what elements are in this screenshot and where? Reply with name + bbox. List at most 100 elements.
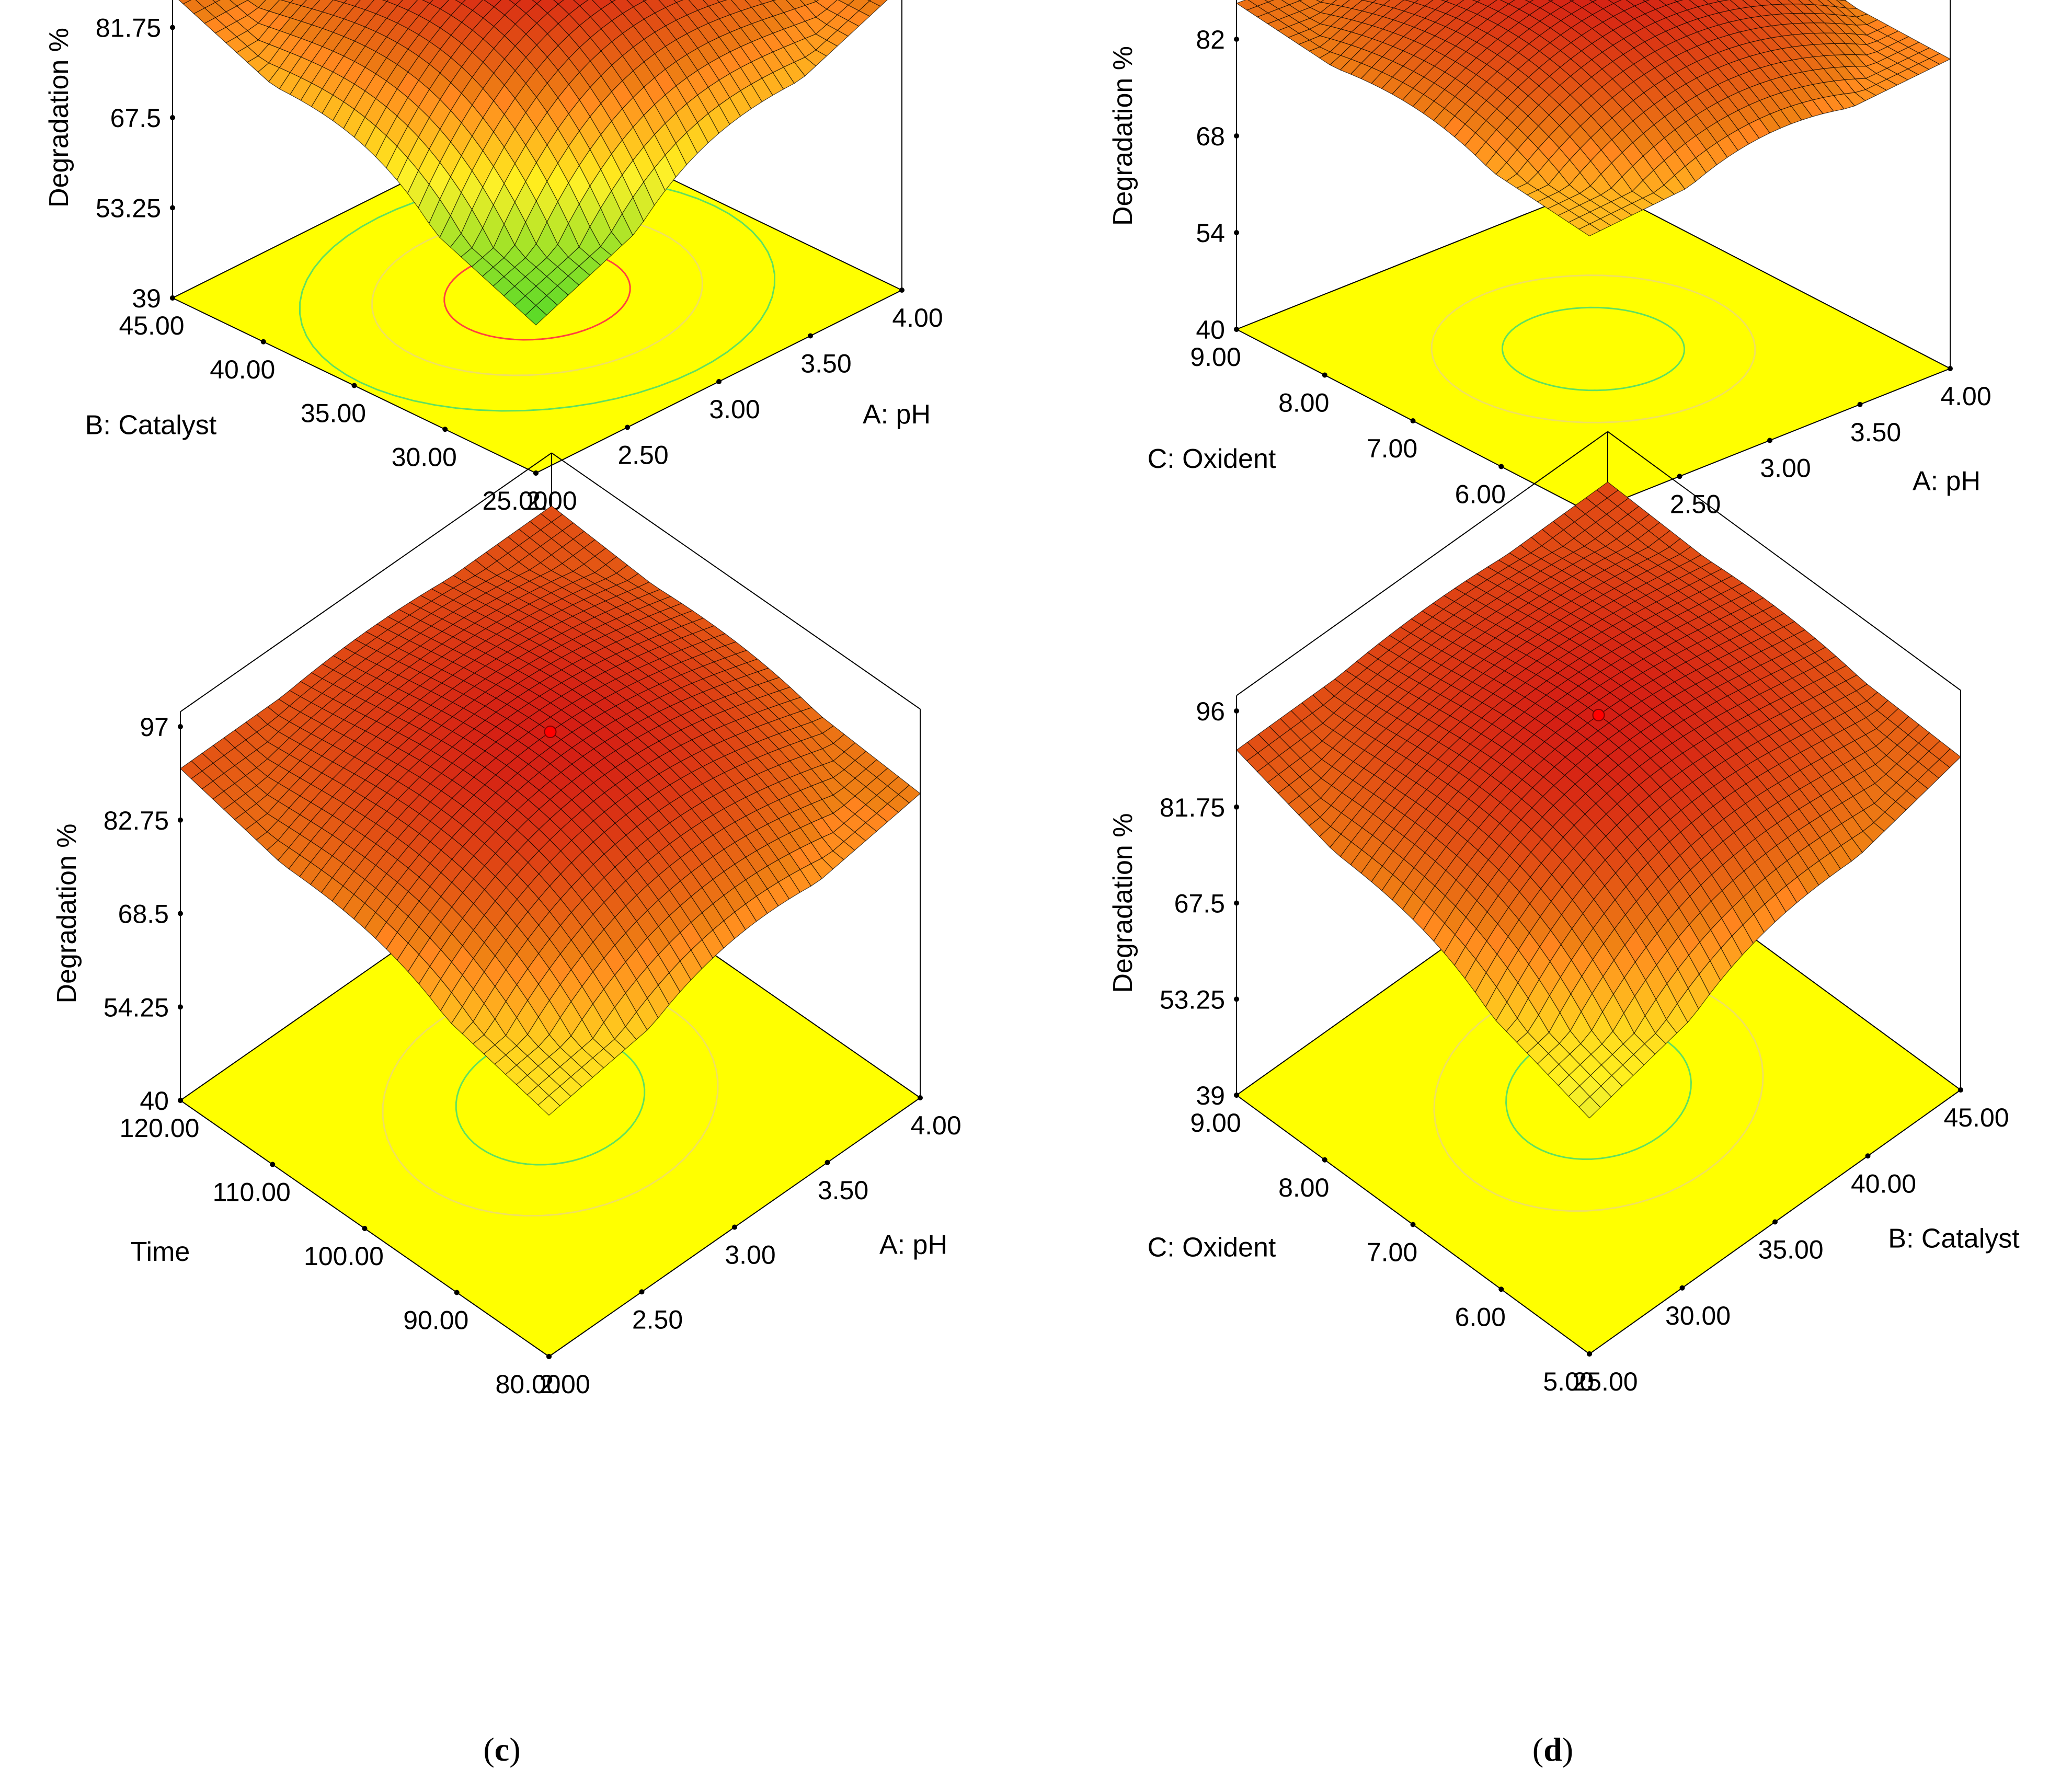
x-tick-label: 3.00 [709, 395, 760, 424]
y-tick-label: 120.00 [120, 1113, 200, 1143]
y-tick-mark [1410, 1222, 1416, 1227]
x-tick-label: 4.00 [892, 303, 943, 332]
x-tick-label: 3.50 [1850, 418, 1901, 447]
y-tick-label: 110.00 [213, 1178, 291, 1207]
surface-cell [1525, 0, 1534, 3]
z-tick-mark [1234, 804, 1239, 810]
y-tick-mark [1498, 1286, 1504, 1292]
x-tick-mark [1958, 1087, 1963, 1093]
z-tick-label: 40 [1196, 315, 1225, 344]
x-tick-label: 3.50 [800, 349, 851, 378]
y-tick-mark [1410, 418, 1416, 423]
y-tick-label: 8.00 [1278, 388, 1329, 418]
z-tick-label: 97 [140, 713, 169, 742]
y-tick-mark [1234, 327, 1239, 332]
y-tick-label: 25.00 [482, 486, 547, 515]
y-tick-mark [1498, 464, 1504, 469]
z-tick-label: 67.5 [110, 104, 161, 133]
z-axis-title: Degradation % [52, 824, 82, 1004]
y-axis-title: C: Oxident [1148, 1233, 1276, 1263]
z-tick-label: 53.25 [96, 194, 161, 223]
z-tick-label: 82.75 [104, 806, 169, 835]
y-tick-mark [1322, 372, 1327, 378]
x-tick-mark [825, 1159, 830, 1165]
surface-cell [509, 0, 521, 5]
peak-point [544, 726, 557, 739]
z-tick-mark [178, 1004, 183, 1010]
z-tick-label: 67.5 [1174, 889, 1225, 918]
x-tick-label: 2.50 [632, 1305, 683, 1334]
surface-cell [1589, 0, 1597, 3]
surface-plot-b: 9682685440Degradation %2.002.503.003.504… [1108, 0, 1991, 555]
surface-plot-d: 96 81.75 67.5 53.25 39 Degradation % 25.00 30.0… [1108, 431, 2020, 1396]
y-tick-mark [533, 470, 539, 476]
x-axis-title: A: pH [1913, 466, 1981, 497]
z-tick-mark [1234, 708, 1239, 714]
y-tick-label: 7.00 [1367, 1238, 1417, 1267]
y-tick-label: 90.00 [403, 1306, 468, 1335]
y-tick-label: 8.00 [1278, 1173, 1329, 1202]
z-tick-label: 39 [132, 284, 161, 313]
z-tick-label: 39 [1196, 1081, 1225, 1110]
y-axis-title: Time [131, 1237, 190, 1267]
box-edge [1236, 431, 1608, 696]
z-tick-label: 82 [1196, 25, 1225, 54]
contour-line [1430, 274, 1756, 423]
box-edge [180, 452, 552, 713]
plot-group: 97 82.75 68.5 54.25 40 Degradation % 2.00 2.50 3… [52, 452, 961, 1399]
surface-cell [532, 0, 542, 4]
surface-cell [455, 0, 466, 4]
surface-mesh [1236, 481, 1961, 1119]
z-tick-mark [1234, 37, 1239, 42]
x-tick-label: 4.00 [910, 1111, 961, 1140]
y-tick-mark [442, 427, 448, 432]
caption-d: (d) [1532, 1731, 1574, 1768]
x-tick-label: 25.00 [1572, 1367, 1638, 1396]
y-tick-mark [1587, 1351, 1592, 1357]
x-tick-mark [625, 424, 630, 430]
x-tick-mark [639, 1289, 645, 1295]
z-tick-mark [170, 115, 175, 120]
x-tick-label: 4.00 [1940, 382, 1991, 411]
y-tick-label: 35.00 [301, 399, 366, 428]
y-tick-mark [546, 1354, 552, 1359]
z-axis-title: Degradation % [44, 28, 74, 208]
y-tick-mark [270, 1162, 276, 1167]
y-tick-label: 40.00 [210, 355, 275, 384]
y-tick-label: 30.00 [392, 442, 457, 472]
y-tick-mark [178, 1098, 183, 1103]
x-tick-mark [732, 1224, 737, 1230]
x-tick-label: 3.50 [818, 1176, 868, 1205]
z-tick-label: 54.25 [104, 993, 169, 1022]
z-tick-mark [170, 25, 175, 30]
box-edge [551, 452, 921, 710]
z-tick-mark [1234, 900, 1239, 906]
z-tick-label: 54 [1196, 219, 1225, 248]
z-tick-label: 81.75 [96, 14, 161, 43]
x-tick-label: 40.00 [1851, 1169, 1916, 1198]
z-tick-label: 40 [140, 1086, 169, 1116]
x-tick-mark [1679, 1285, 1685, 1291]
y-axis-title: C: Oxident [1148, 444, 1276, 474]
z-tick-mark [1234, 133, 1239, 139]
y-tick-mark [260, 339, 266, 344]
z-tick-mark [1234, 996, 1239, 1002]
x-tick-mark [1772, 1219, 1778, 1225]
y-tick-mark [454, 1290, 460, 1295]
surface-cell [553, 0, 564, 5]
x-axis-title: B: Catalyst [1888, 1224, 2020, 1254]
chart-panel-b: 9682685440Degradation %2.002.503.003.504… [1040, 0, 2049, 896]
x-tick-mark [918, 1095, 923, 1100]
y-tick-label: 5.00 [1543, 1367, 1594, 1396]
y-tick-label: 6.00 [1455, 480, 1506, 509]
peak-point [1592, 708, 1605, 721]
surface-cell [524, 305, 547, 326]
x-tick-label: 2.50 [617, 441, 668, 470]
x-tick-mark [716, 379, 722, 384]
surface-cell [1578, 223, 1601, 237]
z-axis-title: Degradation % [1108, 46, 1138, 226]
y-tick-label: 100.00 [304, 1242, 384, 1271]
